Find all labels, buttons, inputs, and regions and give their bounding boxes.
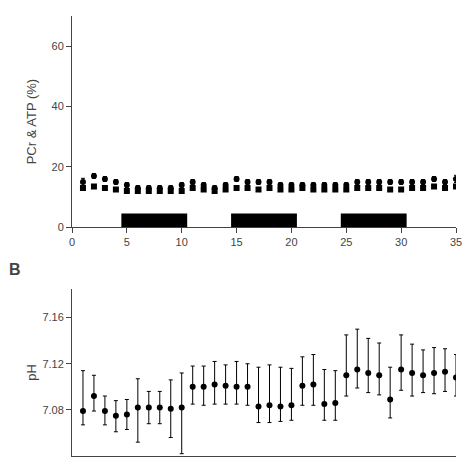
svg-text:35: 35 [450, 236, 462, 248]
svg-text:7.16: 7.16 [42, 311, 63, 323]
svg-text:B: B [9, 261, 21, 278]
svg-text:pH: pH [24, 364, 39, 381]
svg-text:20: 20 [285, 236, 297, 248]
svg-text:40: 40 [52, 100, 64, 112]
svg-text:7.12: 7.12 [42, 358, 63, 370]
svg-text:7.08: 7.08 [42, 404, 63, 416]
svg-text:10: 10 [176, 236, 188, 248]
svg-text:25: 25 [340, 236, 352, 248]
svg-text:PCr & ATP (%): PCr & ATP (%) [24, 79, 39, 164]
svg-text:5: 5 [124, 236, 130, 248]
svg-text:15: 15 [230, 236, 242, 248]
svg-text:60: 60 [52, 40, 64, 52]
svg-text:0: 0 [69, 236, 75, 248]
svg-text:0: 0 [58, 221, 64, 233]
svg-text:20: 20 [52, 161, 64, 173]
svg-text:30: 30 [395, 236, 407, 248]
